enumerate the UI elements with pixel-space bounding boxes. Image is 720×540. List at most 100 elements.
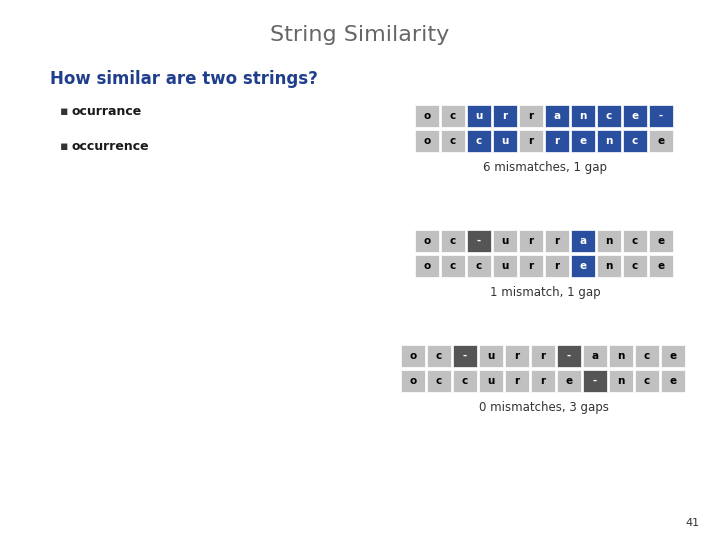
Text: e: e <box>657 261 665 271</box>
Text: o: o <box>423 261 431 271</box>
Text: u: u <box>475 111 482 121</box>
Text: u: u <box>487 376 495 386</box>
Text: c: c <box>450 111 456 121</box>
Text: r: r <box>528 136 534 146</box>
FancyBboxPatch shape <box>505 345 529 367</box>
Text: e: e <box>657 236 665 246</box>
Text: r: r <box>528 111 534 121</box>
FancyBboxPatch shape <box>557 345 581 367</box>
FancyBboxPatch shape <box>609 345 633 367</box>
Text: e: e <box>670 376 677 386</box>
Text: c: c <box>450 236 456 246</box>
FancyBboxPatch shape <box>649 230 673 252</box>
Text: u: u <box>501 236 509 246</box>
Text: How similar are two strings?: How similar are two strings? <box>50 70 318 88</box>
FancyBboxPatch shape <box>401 345 425 367</box>
FancyBboxPatch shape <box>571 230 595 252</box>
FancyBboxPatch shape <box>505 370 529 392</box>
FancyBboxPatch shape <box>493 230 517 252</box>
Text: r: r <box>514 376 520 386</box>
FancyBboxPatch shape <box>623 130 647 152</box>
Text: o: o <box>423 136 431 146</box>
Text: o: o <box>410 351 417 361</box>
FancyBboxPatch shape <box>583 345 607 367</box>
Text: 6 mismatches, 1 gap: 6 mismatches, 1 gap <box>483 161 607 174</box>
FancyBboxPatch shape <box>545 230 569 252</box>
Text: n: n <box>617 376 625 386</box>
FancyBboxPatch shape <box>661 370 685 392</box>
Text: -: - <box>593 376 597 386</box>
Text: o: o <box>423 111 431 121</box>
FancyBboxPatch shape <box>453 370 477 392</box>
Text: u: u <box>501 136 509 146</box>
Text: r: r <box>554 136 559 146</box>
FancyBboxPatch shape <box>531 345 555 367</box>
Text: u: u <box>501 261 509 271</box>
FancyBboxPatch shape <box>597 130 621 152</box>
Text: c: c <box>462 376 468 386</box>
Text: 0 mismatches, 3 gaps: 0 mismatches, 3 gaps <box>479 401 609 414</box>
FancyBboxPatch shape <box>571 130 595 152</box>
Text: n: n <box>580 111 587 121</box>
FancyBboxPatch shape <box>415 255 439 277</box>
FancyBboxPatch shape <box>453 345 477 367</box>
Text: r: r <box>541 351 546 361</box>
Text: c: c <box>632 136 638 146</box>
FancyBboxPatch shape <box>415 130 439 152</box>
Text: c: c <box>450 261 456 271</box>
Text: o: o <box>423 236 431 246</box>
Text: r: r <box>541 376 546 386</box>
FancyBboxPatch shape <box>649 255 673 277</box>
FancyBboxPatch shape <box>597 255 621 277</box>
FancyBboxPatch shape <box>583 370 607 392</box>
Text: ocurrance: ocurrance <box>72 105 143 118</box>
Text: a: a <box>554 111 561 121</box>
FancyBboxPatch shape <box>557 370 581 392</box>
Text: occurrence: occurrence <box>72 140 150 153</box>
Text: e: e <box>565 376 572 386</box>
FancyBboxPatch shape <box>649 105 673 127</box>
FancyBboxPatch shape <box>519 230 543 252</box>
Text: c: c <box>644 376 650 386</box>
Text: a: a <box>580 236 587 246</box>
FancyBboxPatch shape <box>441 255 465 277</box>
Text: r: r <box>514 351 520 361</box>
Text: c: c <box>436 351 442 361</box>
FancyBboxPatch shape <box>401 370 425 392</box>
Text: r: r <box>503 111 508 121</box>
Text: c: c <box>450 136 456 146</box>
Text: n: n <box>617 351 625 361</box>
Text: String Similarity: String Similarity <box>271 25 449 45</box>
FancyBboxPatch shape <box>467 105 491 127</box>
FancyBboxPatch shape <box>545 255 569 277</box>
Text: e: e <box>670 351 677 361</box>
FancyBboxPatch shape <box>635 370 659 392</box>
Text: ▪: ▪ <box>60 105 68 118</box>
FancyBboxPatch shape <box>441 230 465 252</box>
Text: r: r <box>554 236 559 246</box>
Text: 1 mismatch, 1 gap: 1 mismatch, 1 gap <box>490 286 600 299</box>
Text: c: c <box>476 261 482 271</box>
FancyBboxPatch shape <box>545 105 569 127</box>
Text: ▪: ▪ <box>60 140 68 153</box>
FancyBboxPatch shape <box>415 105 439 127</box>
FancyBboxPatch shape <box>545 130 569 152</box>
Text: c: c <box>606 111 612 121</box>
FancyBboxPatch shape <box>519 105 543 127</box>
FancyBboxPatch shape <box>661 345 685 367</box>
FancyBboxPatch shape <box>571 255 595 277</box>
Text: u: u <box>487 351 495 361</box>
FancyBboxPatch shape <box>441 130 465 152</box>
FancyBboxPatch shape <box>467 230 491 252</box>
Text: e: e <box>657 136 665 146</box>
Text: 41: 41 <box>686 518 700 528</box>
Text: r: r <box>528 236 534 246</box>
Text: n: n <box>606 136 613 146</box>
Text: -: - <box>477 236 481 246</box>
Text: r: r <box>554 261 559 271</box>
FancyBboxPatch shape <box>441 105 465 127</box>
Text: c: c <box>632 261 638 271</box>
FancyBboxPatch shape <box>479 345 503 367</box>
Text: c: c <box>436 376 442 386</box>
FancyBboxPatch shape <box>597 230 621 252</box>
